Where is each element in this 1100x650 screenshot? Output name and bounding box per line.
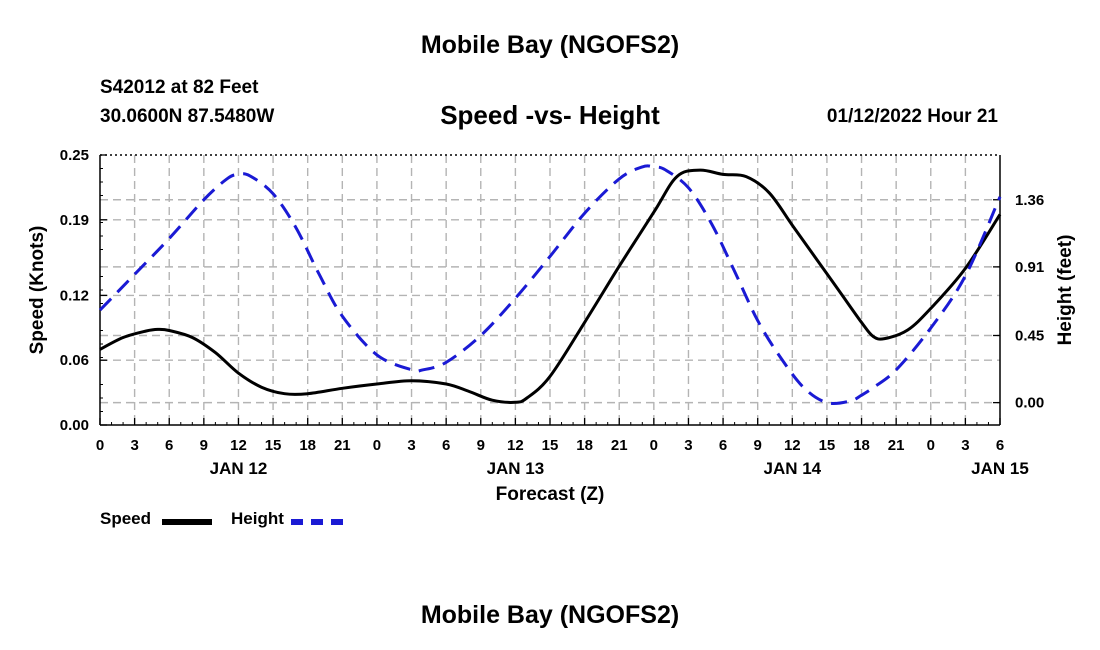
x-tick-label: 6: [165, 437, 173, 454]
legend-height-swatch: [291, 519, 343, 525]
chart-subtitle: Speed -vs- Height: [440, 100, 660, 130]
x-tick-label: 15: [542, 437, 559, 454]
x-tick-label: 6: [996, 437, 1004, 454]
y-tick-label: 0.12: [60, 287, 89, 304]
x-tick-label: 0: [927, 437, 935, 454]
date-label: JAN 13: [487, 459, 545, 478]
x-tick-label: 18: [576, 437, 593, 454]
x-tick-label: 21: [334, 437, 351, 454]
y2-tick-label: 1.36: [1015, 192, 1044, 209]
x-axis-title: Forecast (Z): [496, 484, 605, 505]
y2-tick-label: 0.91: [1015, 259, 1044, 276]
x-tick-label: 0: [650, 437, 658, 454]
y-tick-label: 0.19: [60, 212, 89, 229]
x-tick-label: 3: [407, 437, 415, 454]
station-label: S42012 at 82 Feet: [100, 77, 259, 98]
x-tick-label: 18: [853, 437, 870, 454]
date-label: JAN 12: [210, 459, 268, 478]
date-label: JAN 14: [763, 459, 821, 478]
x-tick-label: 6: [719, 437, 727, 454]
forecast-datetime: 01/12/2022 Hour 21: [826, 106, 998, 127]
x-tick-label: 3: [684, 437, 692, 454]
x-tick-label: 15: [819, 437, 836, 454]
x-tick-label: 12: [507, 437, 524, 454]
y-tick-label: 0.25: [60, 147, 89, 164]
x-tick-label: 0: [373, 437, 381, 454]
y2-tick-label: 0.00: [1015, 395, 1044, 412]
x-tick-label: 9: [754, 437, 762, 454]
x-tick-label: 0: [96, 437, 104, 454]
date-label: JAN 15: [971, 459, 1029, 478]
legend-height-label: Height: [231, 509, 284, 528]
y-axis-title: Speed (Knots): [27, 226, 48, 355]
x-tick-label: 18: [299, 437, 316, 454]
speed-series-line: [99, 168, 1002, 404]
x-tick-label: 21: [611, 437, 628, 454]
x-tick-label: 12: [230, 437, 247, 454]
x-tick-label: 9: [200, 437, 208, 454]
x-tick-label: 3: [130, 437, 138, 454]
legend-speed-label: Speed: [100, 509, 152, 528]
footer-title: Mobile Bay (NGOFS2): [420, 601, 680, 629]
x-tick-label: 21: [888, 437, 905, 454]
y2-axis-title: Height (feet): [1055, 235, 1076, 346]
y2-tick-label: 0.45: [1015, 327, 1044, 344]
legend-speed-swatch: [162, 519, 212, 525]
x-tick-label: 9: [477, 437, 485, 454]
x-tick-label: 15: [265, 437, 282, 454]
y-tick-label: 0.06: [60, 352, 89, 369]
x-tick-label: 12: [784, 437, 801, 454]
chart-title: Mobile Bay (NGOFS2): [420, 31, 680, 59]
y-tick-label: 0.00: [60, 417, 89, 434]
x-tick-label: 6: [442, 437, 450, 454]
x-tick-label: 3: [961, 437, 969, 454]
coordinates-label: 30.0600N 87.5480W: [100, 106, 275, 127]
height-series-line: [98, 164, 1002, 406]
